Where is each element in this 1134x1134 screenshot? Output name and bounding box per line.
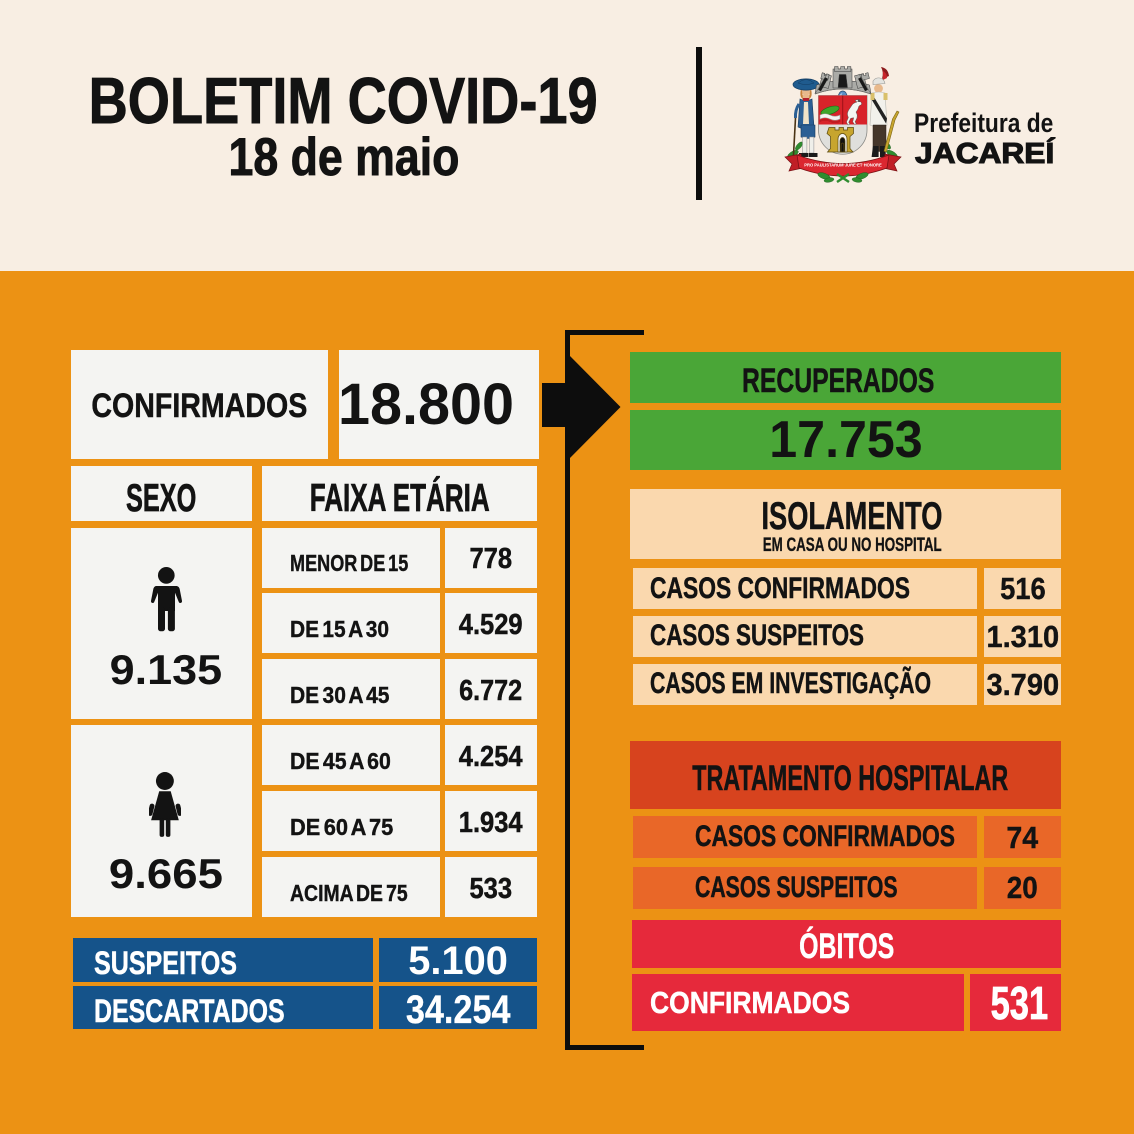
svg-text:PRO PAULISTARUM·JURE·ET·HONORE: PRO PAULISTARUM·JURE·ET·HONORE	[804, 163, 882, 168]
